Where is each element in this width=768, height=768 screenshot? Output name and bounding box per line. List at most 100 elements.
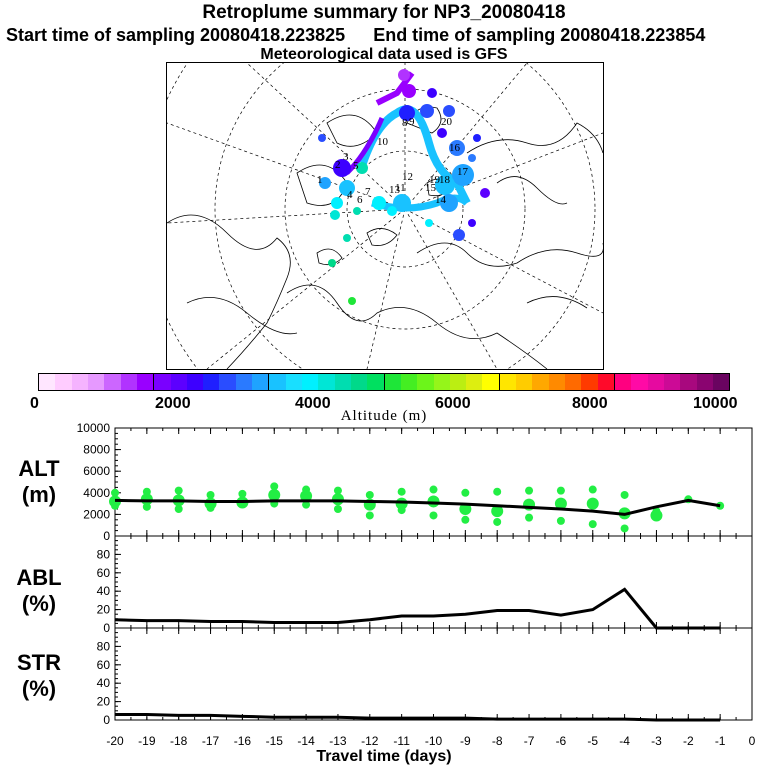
trajectory-label: 4	[347, 189, 353, 201]
end-time-label: End time of sampling 20080418.223854	[373, 25, 706, 45]
colorbar-segment	[367, 374, 384, 390]
alt-scatter-point	[525, 486, 534, 495]
plume-marker	[328, 259, 336, 267]
alt-scatter-point	[588, 520, 597, 529]
polar-map: 1 2 3 4 5 6 7 8 9 10 11 12 13 14 15 16 17 18 19 20	[166, 62, 604, 370]
x-axis-label: Travel time (days)	[316, 748, 452, 765]
alt-scatter-point	[331, 493, 344, 506]
trajectory-label: 18	[439, 174, 451, 186]
plume-marker	[372, 196, 386, 210]
y-tick-label: 80	[97, 639, 111, 653]
plume-marker	[387, 206, 397, 216]
trajectory-label: 14	[435, 194, 447, 206]
alt-series-line	[114, 498, 721, 516]
alt-scatter-point	[620, 524, 629, 533]
x-tick-label: -10	[425, 734, 443, 748]
colorbar-segment	[696, 374, 713, 390]
colorbar-segment	[433, 374, 450, 390]
colorbar-segment	[613, 374, 632, 390]
plume-marker	[319, 177, 331, 189]
alt-label-line1: ALT	[18, 456, 60, 481]
colorbar-segment	[302, 374, 319, 390]
trajectory-label: 3	[343, 151, 349, 163]
colorbar-segment	[104, 374, 121, 390]
colorbar-segment	[631, 374, 648, 390]
x-tick-label: -17	[202, 734, 220, 748]
colorbar-segment	[153, 374, 171, 390]
plume-marker	[453, 229, 465, 241]
plume-marker	[427, 88, 437, 98]
y-tick-label: 60	[97, 658, 111, 672]
plume-marker	[443, 105, 455, 117]
alt-scatter-point	[491, 505, 504, 518]
colorbar-segment	[565, 374, 582, 390]
trajectory-label: 19	[429, 174, 441, 186]
y-tick-label: 80	[97, 547, 111, 561]
plume-marker	[425, 219, 433, 227]
trajectory-label: 7	[365, 186, 371, 198]
colorbar-segment	[516, 374, 533, 390]
x-tick-label: -8	[492, 734, 503, 748]
x-tick-label: -12	[361, 734, 379, 748]
plume-marker	[339, 180, 355, 196]
plume-marker	[435, 175, 455, 195]
colorbar-segment	[498, 374, 517, 390]
plume-marker	[356, 162, 368, 174]
y-tick-label: 20	[97, 695, 111, 709]
trajectory-plume	[318, 69, 490, 305]
plume-marker	[331, 197, 343, 209]
trajectory-label: 17	[457, 166, 469, 178]
plume-marker	[402, 84, 416, 98]
colorbar-segment	[120, 374, 137, 390]
abl-label-line2: (%)	[21, 591, 57, 616]
colorbar-segment	[712, 374, 730, 390]
alt-scatter-point	[461, 488, 470, 497]
colorbar-segment	[285, 374, 302, 390]
alt-scatter-point	[111, 501, 119, 510]
y-tick-label: 0	[103, 621, 110, 635]
trajectory-label: 15	[425, 182, 437, 194]
colorbar-segment	[400, 374, 418, 390]
str-frame	[114, 627, 753, 721]
alt-scatter-point	[459, 503, 472, 515]
x-tick-label: -1	[715, 734, 726, 748]
plume-marker	[437, 128, 447, 138]
alt-scatter-point	[397, 487, 406, 496]
colorbar-label: Altitude (m)	[340, 408, 428, 424]
str-series-line	[115, 712, 721, 722]
trajectory-label: 2	[335, 159, 341, 171]
y-tick-label: 10000	[77, 421, 111, 435]
colorbar-segment	[235, 374, 253, 390]
alt-scatter-point	[270, 482, 279, 491]
plume-marker	[318, 134, 326, 142]
alt-scatter-point	[206, 503, 215, 512]
x-tick-label: -13	[329, 734, 347, 748]
alt-scatter-point	[365, 511, 374, 520]
colorbar-segment	[219, 374, 236, 390]
abl-series-line	[114, 587, 721, 630]
plume-marker	[353, 207, 361, 215]
colorbar-segment	[597, 374, 614, 390]
abl-label-line1: ABL	[16, 565, 62, 590]
colorbar-segment	[136, 374, 154, 390]
abl-frame	[114, 535, 753, 629]
x-tick-label: -11	[393, 734, 410, 748]
y-tick-label: 0	[103, 529, 110, 543]
alt-scatter-point	[268, 488, 281, 501]
colorbar-segment	[482, 374, 499, 390]
str-panel-label: STR (%)	[9, 650, 69, 702]
plume-marker	[468, 154, 476, 162]
plume-marker	[348, 297, 356, 305]
colorbar-segment	[318, 374, 335, 390]
x-tick-label: -7	[524, 734, 535, 748]
trajectory-label: 12	[402, 171, 413, 183]
colorbar-segment	[663, 374, 681, 390]
trajectory-label: 1	[317, 174, 323, 186]
alt-scatter-point	[586, 497, 599, 510]
colorbar-segment	[334, 374, 351, 390]
colorbar-segment	[71, 374, 88, 390]
x-tick-label: -5	[587, 734, 598, 748]
alt-scatter-point	[461, 515, 470, 524]
trajectory-label: 8	[402, 117, 408, 129]
